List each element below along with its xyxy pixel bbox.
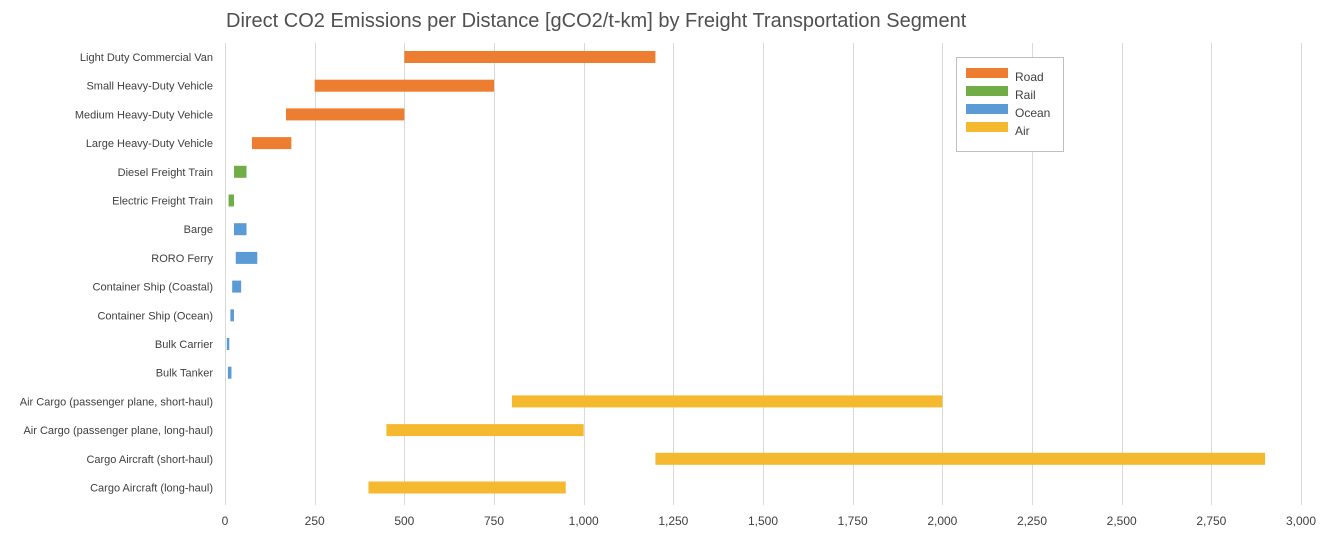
- category-label: Barge: [184, 224, 213, 236]
- bar-ocean: [232, 280, 242, 293]
- bar-road: [285, 108, 405, 121]
- category-label: Diesel Freight Train: [118, 167, 213, 179]
- category-label: Light Duty Commercial Van: [80, 52, 213, 64]
- bar-road: [314, 79, 494, 92]
- x-tick-label: 0: [222, 514, 229, 528]
- legend-swatch-rail: [966, 86, 1008, 96]
- category-label: RORO Ferry: [151, 253, 213, 265]
- category-label: Small Heavy-Duty Vehicle: [86, 81, 213, 93]
- bar-air: [655, 452, 1266, 465]
- bar-air: [386, 424, 584, 437]
- bar-ocean: [226, 338, 230, 350]
- category-label: Container Ship (Ocean): [97, 310, 213, 322]
- x-tick-label: 1,250: [658, 514, 688, 528]
- bar-road: [404, 51, 656, 63]
- category-label: Air Cargo (passenger plane, long-haul): [23, 425, 213, 437]
- legend-label-ocean: Ocean: [1015, 106, 1050, 120]
- x-tick-label: 3,000: [1286, 514, 1316, 528]
- category-label: Container Ship (Coastal): [93, 282, 213, 294]
- category-label: Large Heavy-Duty Vehicle: [86, 138, 213, 150]
- category-labels: Light Duty Commercial Van Small Heavy-Dut…: [20, 52, 214, 495]
- category-label: Air Cargo (passenger plane, short-haul): [20, 396, 213, 408]
- x-tick-label: 2,500: [1107, 514, 1137, 528]
- legend: Road Rail Ocean Air: [956, 57, 1064, 152]
- legend-label-road: Road: [1015, 70, 1044, 84]
- legend-label-air: Air: [1015, 124, 1030, 138]
- bar-ocean: [235, 251, 258, 264]
- bar-road: [251, 137, 292, 150]
- category-label: Electric Freight Train: [112, 196, 213, 208]
- legend-swatch-air: [966, 122, 1008, 132]
- bar-ocean: [233, 223, 247, 236]
- category-label: Cargo Aircraft (long-haul): [90, 483, 213, 495]
- legend-swatch-ocean: [966, 104, 1008, 114]
- bar-air: [368, 481, 566, 494]
- category-label: Medium Heavy-Duty Vehicle: [75, 109, 213, 121]
- category-label: Bulk Carrier: [155, 339, 213, 351]
- x-tick-label: 2,750: [1196, 514, 1226, 528]
- x-tick-label: 1,000: [569, 514, 599, 528]
- x-tick-label: 500: [394, 514, 414, 528]
- x-axis-tick-labels: 0 250 500 750 1,000 1,250 1,500 1,750 2,000 2,250…: [222, 514, 1317, 528]
- x-tick-label: 2,250: [1017, 514, 1047, 528]
- bar-rail: [233, 165, 247, 178]
- legend-label-rail: Rail: [1015, 88, 1036, 102]
- x-tick-label: 1,500: [748, 514, 778, 528]
- x-tick-label: 250: [305, 514, 325, 528]
- x-tick-label: 1,750: [838, 514, 868, 528]
- bar-rail: [228, 194, 234, 207]
- x-tick-label: 750: [484, 514, 504, 528]
- chart-title: Direct CO2 Emissions per Distance [gCO2/…: [226, 10, 967, 32]
- x-tick-label: 2,000: [927, 514, 957, 528]
- bars: [226, 51, 1266, 494]
- category-label: Cargo Aircraft (short-haul): [86, 454, 213, 466]
- bar-ocean: [230, 309, 234, 322]
- category-label: Bulk Tanker: [156, 368, 214, 380]
- legend-swatch-road: [966, 68, 1008, 78]
- bar-air: [511, 395, 943, 408]
- bar-ocean: [227, 366, 232, 379]
